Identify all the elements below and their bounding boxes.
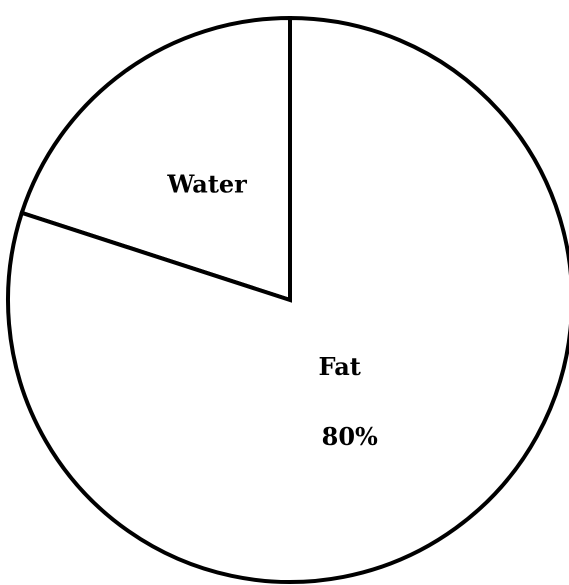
slice-label: Water: [166, 169, 247, 198]
slice-label: Fat: [319, 352, 361, 381]
pie-slice: [19, 15, 292, 303]
value-label: 80%: [322, 422, 378, 451]
pie-slice: [6, 15, 569, 584]
